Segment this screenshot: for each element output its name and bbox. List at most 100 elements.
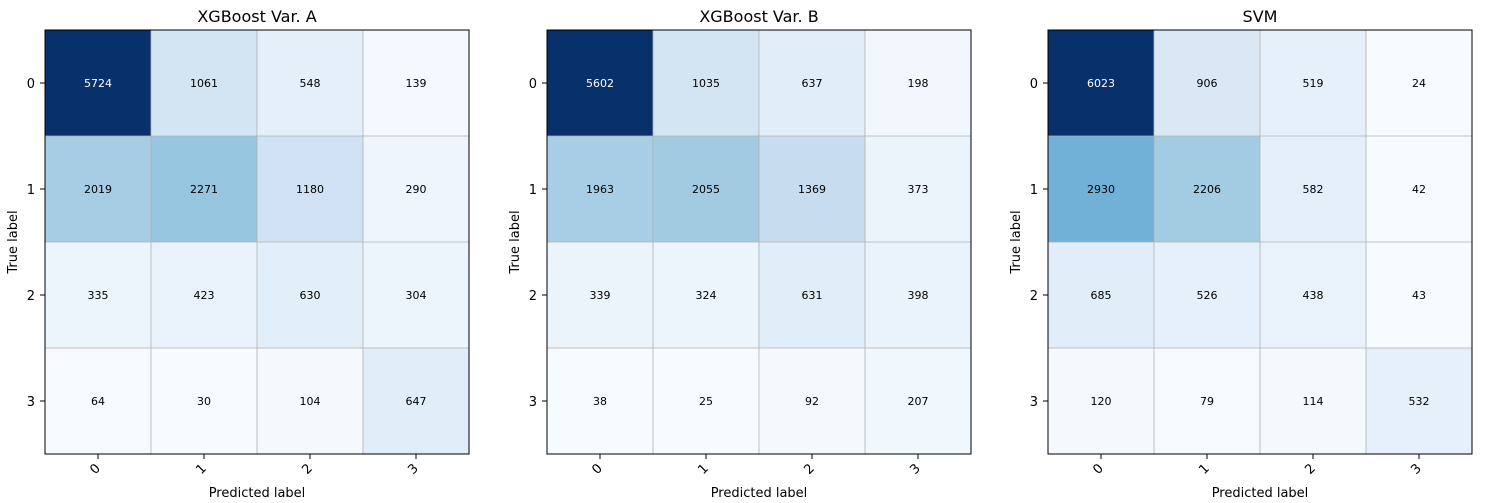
heatmap-cell [547,136,653,242]
heatmap-cell [1366,136,1472,242]
heatmap-cell [45,242,151,348]
cell-value-label: 373 [908,183,929,196]
cell-value-label: 532 [1409,395,1430,408]
y-tick-label: 1 [27,183,35,198]
heatmap-cell [1366,242,1472,348]
heatmap-cell [1048,136,1154,242]
heatmap-cell [653,348,759,454]
heatmap-cell [1260,348,1366,454]
heatmap-cell [257,136,363,242]
heatmap-cell [865,136,971,242]
cell-value-label: 290 [406,183,427,196]
cell-value-label: 24 [1412,77,1426,90]
y-axis-label: True label [6,210,21,274]
x-tick-label: 1 [695,461,711,477]
heatmap-cell [151,30,257,136]
cell-value-label: 2206 [1193,183,1221,196]
cell-value-label: 630 [300,289,321,302]
cell-value-label: 2055 [692,183,720,196]
heatmap-cell [865,348,971,454]
heatmap-cell [363,348,469,454]
plot-frame [546,29,972,455]
heatmap-cell [1260,136,1366,242]
cell-value-label: 519 [1303,77,1324,90]
plot-frame [44,29,470,455]
x-tick-label: 0 [589,461,605,477]
heatmap-cell [257,242,363,348]
cell-value-label: 104 [300,395,321,408]
cell-value-label: 120 [1091,395,1112,408]
x-tick-label: 0 [87,461,103,477]
x-tick-label: 2 [299,461,315,477]
cell-value-label: 1035 [692,77,720,90]
y-tick-label: 1 [529,183,537,198]
x-axis-label: Predicted label [711,486,808,501]
cell-value-label: 1963 [586,183,614,196]
x-tick-label: 1 [193,461,209,477]
heatmap-cell [1154,242,1260,348]
heatmap-cell [1260,242,1366,348]
cell-value-label: 906 [1197,77,1218,90]
heatmap-cell [547,30,653,136]
cell-value-label: 38 [593,395,607,408]
heatmap-cell [759,348,865,454]
y-tick-label: 2 [1030,289,1038,304]
cell-value-label: 685 [1091,289,1112,302]
heatmap-cell [1154,30,1260,136]
cell-value-label: 6023 [1087,77,1115,90]
cell-value-label: 42 [1412,183,1426,196]
cell-value-label: 1061 [190,77,218,90]
y-tick-label: 2 [27,289,35,304]
heatmap-cell [759,136,865,242]
y-tick-label: 0 [1030,77,1038,92]
cell-value-label: 423 [194,289,215,302]
heatmap-cell [257,348,363,454]
heatmap-cell [1048,242,1154,348]
x-tick-label: 2 [1302,461,1318,477]
x-tick-label: 0 [1090,461,1106,477]
cell-value-label: 2019 [84,183,112,196]
cell-value-label: 637 [802,77,823,90]
heatmap-cell [1366,348,1472,454]
heatmap-cell [547,242,653,348]
heatmap-cell [547,348,653,454]
chart-title: XGBoost Var. B [699,7,818,26]
heatmap-cell [653,242,759,348]
cell-value-label: 304 [406,289,427,302]
cell-value-label: 43 [1412,289,1426,302]
cell-value-label: 64 [91,395,105,408]
cell-value-label: 92 [805,395,819,408]
y-tick-label: 2 [529,289,537,304]
heatmap-cell [1260,30,1366,136]
heatmap-cell [759,30,865,136]
cell-value-label: 438 [1303,289,1324,302]
cell-value-label: 1180 [296,183,324,196]
cell-value-label: 2930 [1087,183,1115,196]
heatmap-cell [653,30,759,136]
x-tick-label: 2 [801,461,817,477]
cell-value-label: 5724 [84,77,112,90]
heatmap-cell [151,348,257,454]
x-tick-label: 3 [405,461,421,477]
heatmap-cell [1154,348,1260,454]
heatmap-cell [865,242,971,348]
cell-value-label: 25 [699,395,713,408]
cell-value-label: 526 [1197,289,1218,302]
heatmap-cell [363,242,469,348]
x-axis-label: Predicted label [209,486,306,501]
cell-value-label: 647 [406,395,427,408]
x-tick-label: 1 [1196,461,1212,477]
y-tick-label: 3 [1030,395,1038,410]
cell-value-label: 548 [300,77,321,90]
plot-frame [1047,29,1473,455]
heatmap-cell [1366,30,1472,136]
chart-title: SVM [1243,7,1278,26]
heatmap-cell [1048,348,1154,454]
cell-value-label: 139 [406,77,427,90]
heatmap-cell [45,30,151,136]
heatmap-cell [1154,136,1260,242]
heatmap-cell [45,348,151,454]
